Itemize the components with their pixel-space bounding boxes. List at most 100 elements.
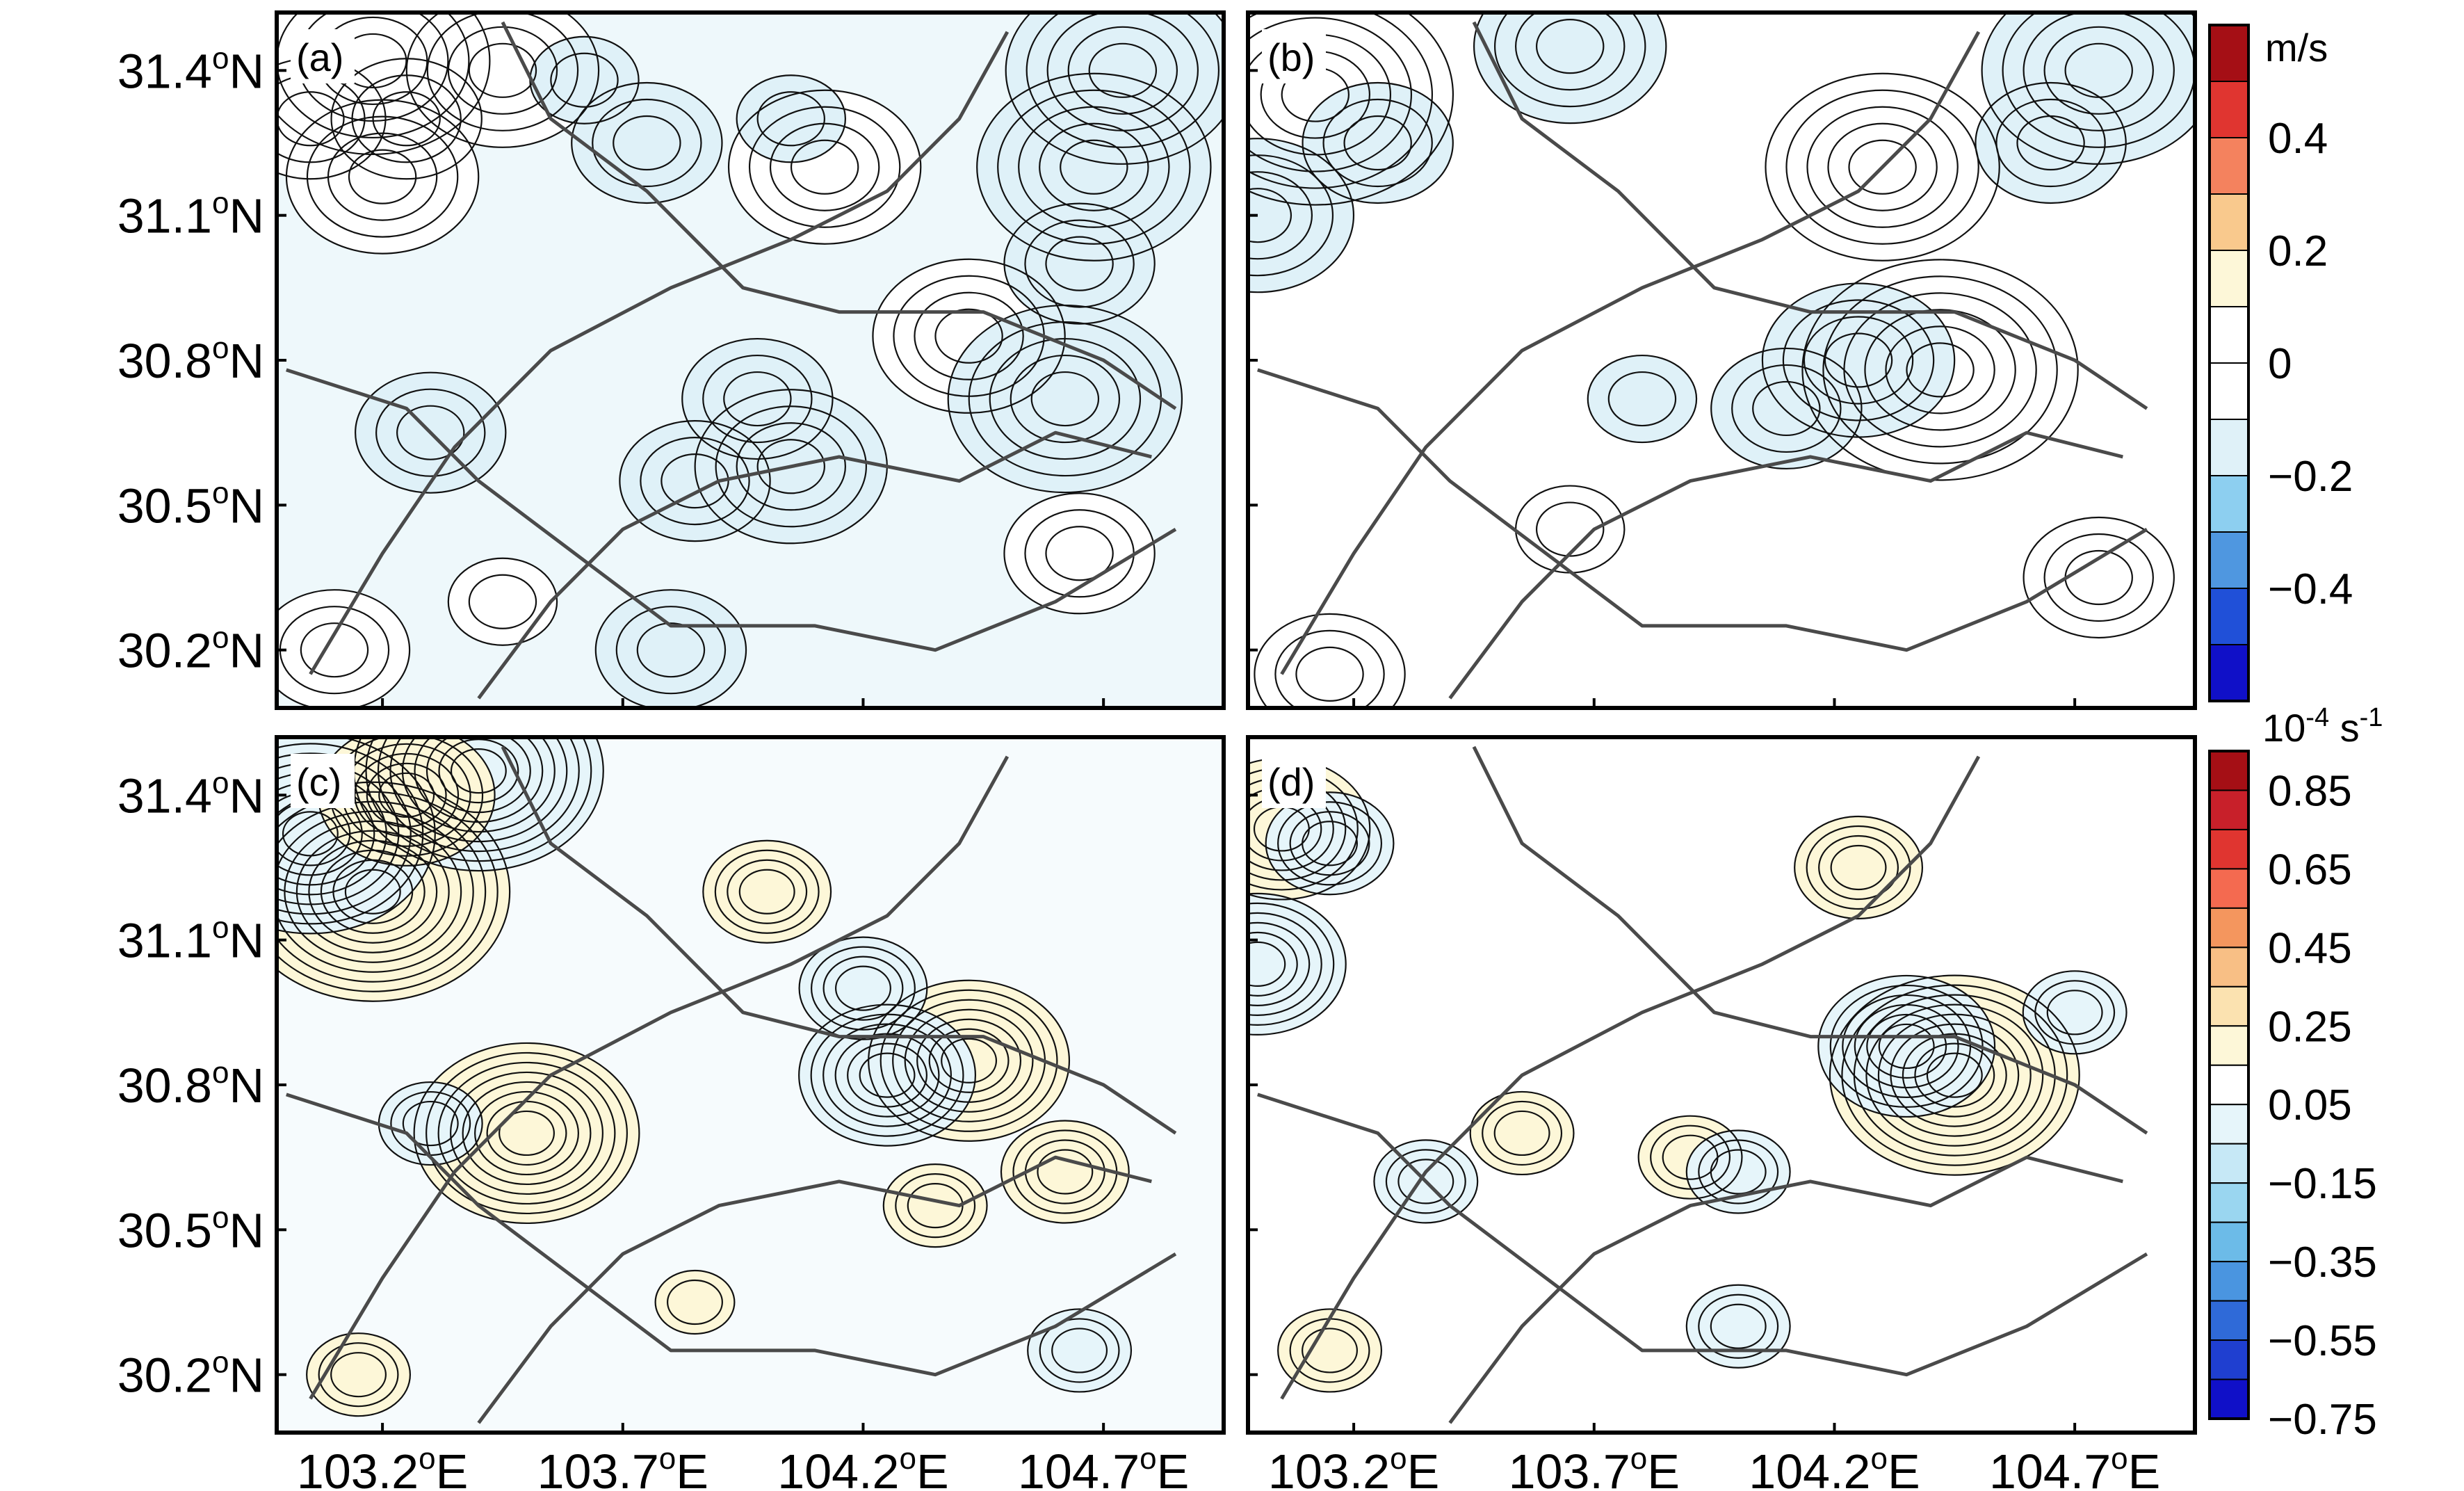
field-level	[1818, 975, 1995, 1117]
contour-line	[594, 589, 747, 708]
contour-line	[285, 99, 480, 255]
field-level	[977, 73, 1211, 261]
boundary-line	[1280, 31, 1981, 675]
field-blob	[1004, 203, 1155, 324]
colorbar-wind-title: m/s	[2265, 26, 2328, 70]
field-level	[1762, 283, 1955, 437]
contour-line	[1302, 1328, 1359, 1373]
contour-line	[1698, 1139, 1779, 1204]
contour-line	[1710, 347, 1863, 470]
contour-line	[571, 81, 723, 204]
contour-line	[351, 74, 462, 163]
contour-line	[1385, 1149, 1466, 1214]
panel-a-contours	[277, 13, 1224, 708]
contour-line	[880, 989, 1058, 1132]
panel-b-field	[1248, 13, 2195, 708]
y-tick-label: 30.5oN	[117, 1200, 264, 1257]
field-level	[1254, 613, 1405, 708]
colorbar-div-label: 0.85	[2268, 767, 2352, 815]
contour-line	[1975, 81, 2127, 204]
panel-c-label: (c)	[296, 760, 341, 804]
contour-line	[344, 869, 401, 914]
contour-line	[1829, 974, 2080, 1176]
contour-line	[355, 371, 507, 494]
contour-line	[277, 791, 499, 992]
contour-line	[1830, 844, 1887, 891]
contour-line	[1277, 1308, 1383, 1393]
contour-line	[1248, 902, 1335, 1026]
contour-line	[308, 839, 438, 944]
contour-line	[1343, 115, 1412, 171]
panel-a-label: (a)	[296, 35, 343, 79]
panel-d-label-box	[1262, 754, 1326, 808]
contour-line	[354, 752, 460, 837]
contour-line	[1248, 17, 1412, 172]
colorbar-swatch	[2209, 475, 2249, 533]
y-tick-label: 31.1oN	[117, 911, 264, 968]
boundary-line	[1472, 21, 2148, 410]
contour-line	[1731, 364, 1842, 453]
contour-line	[1010, 354, 1121, 444]
x-tick-label: 104.7oE	[1989, 1442, 2160, 1491]
colorbar-swatch	[2209, 1104, 2249, 1145]
contour-line	[714, 849, 820, 934]
contour-line	[834, 1033, 940, 1118]
contour-line	[1827, 122, 1938, 211]
field-blob	[977, 73, 1211, 261]
colorbar-swatch	[2209, 24, 2249, 82]
contour-line	[474, 1090, 579, 1176]
contour-line	[327, 132, 438, 221]
contour-line	[1761, 282, 1956, 438]
colorbar-swatch	[2209, 306, 2249, 364]
boundary-line	[1472, 746, 2148, 1135]
boundary-line	[477, 1155, 1152, 1424]
field-blob	[948, 305, 1182, 493]
colorbar-swatch	[2209, 1221, 2249, 1263]
contour-line	[366, 762, 447, 828]
contour-line	[1824, 332, 1893, 388]
contour-line	[1039, 1318, 1120, 1383]
contour-line	[277, 737, 436, 935]
colorbar-swatch	[2209, 588, 2249, 645]
field-level	[307, 1333, 410, 1417]
field-blob	[799, 1004, 975, 1146]
contour-line	[1822, 275, 2058, 465]
contour-line	[681, 337, 834, 460]
contour-line	[468, 574, 537, 629]
contour-line	[1806, 106, 1959, 228]
contour-line	[396, 405, 465, 460]
colorbar-div-label: −0.15	[2268, 1160, 2377, 1208]
panel-d: (d)	[1246, 735, 2197, 1435]
field-level	[448, 558, 558, 645]
contour-line	[295, 830, 450, 953]
colorbar-div-label: −0.75	[2268, 1396, 2377, 1444]
boundary-line	[1448, 1155, 2123, 1424]
field-level	[1000, 1120, 1129, 1223]
contour-line	[1902, 1033, 2007, 1118]
contour-line	[1765, 72, 2000, 261]
panel-d-field	[1248, 746, 2148, 1424]
contour-line	[1039, 122, 1149, 211]
contour-line	[1587, 354, 1698, 444]
contour-line	[1817, 974, 1996, 1118]
colorbar-div-label: 0.25	[2268, 1003, 2352, 1051]
y-tick-label: 30.8oN	[117, 1056, 264, 1113]
contour-line	[1637, 1115, 1743, 1200]
contour-line	[2034, 980, 2116, 1045]
colorbar-swatch	[2209, 193, 2249, 251]
contour-line	[1906, 342, 1975, 398]
contour-line	[1005, 13, 1224, 165]
contour-line	[1885, 325, 1995, 414]
x-tick-label: 103.2oE	[297, 1442, 468, 1491]
contour-line	[822, 1023, 953, 1127]
contour-line	[847, 1042, 928, 1108]
contour-line	[872, 258, 1066, 414]
boundary-line	[1448, 430, 2123, 700]
contour-line	[1277, 801, 1383, 886]
contour-line	[736, 422, 846, 511]
colorbar-wind-label: −0.2	[2268, 453, 2353, 501]
field-blob	[530, 36, 639, 124]
field-level	[1587, 355, 1697, 443]
contour-line	[1248, 13, 1433, 189]
field-level	[799, 937, 927, 1040]
